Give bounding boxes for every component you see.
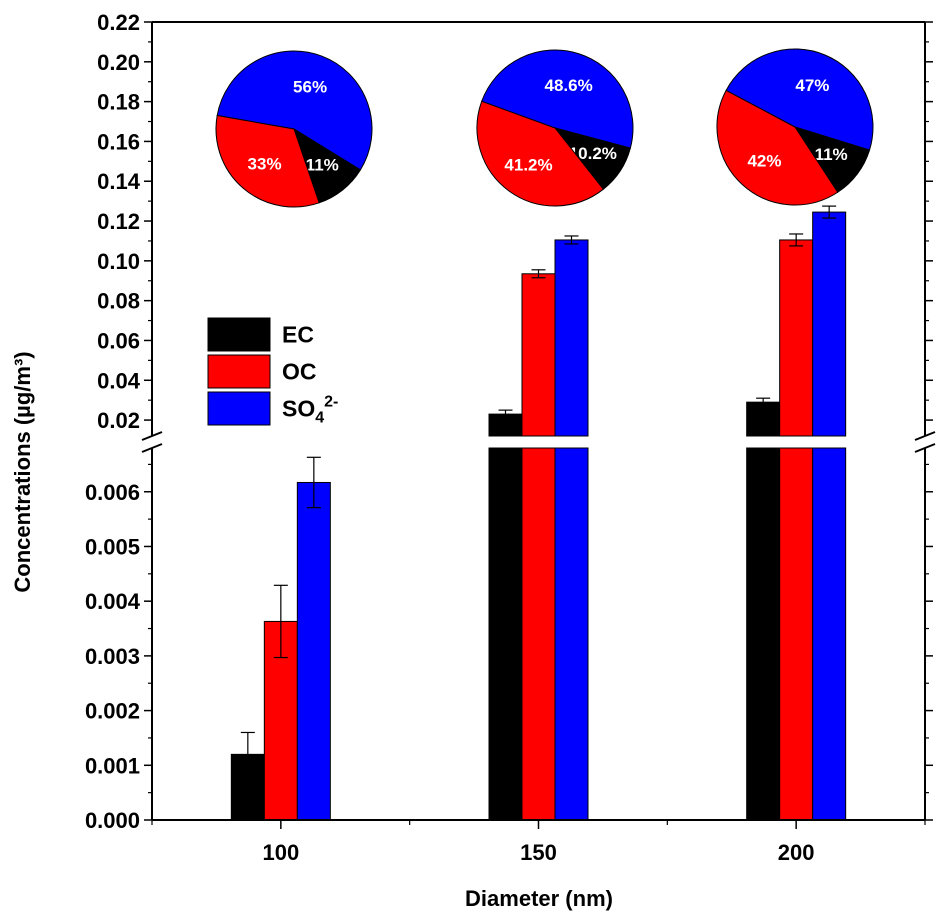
y-tick-label-upper: 0.06 (97, 328, 140, 353)
y-tick-label-lower: 0.001 (85, 753, 140, 778)
y-tick-label-upper: 0.08 (97, 289, 140, 314)
bar-ec-200-lower (746, 447, 781, 821)
pie-label-200-ec: 11% (815, 145, 848, 164)
legend: EC OC SO42- (207, 317, 338, 427)
y-tick-label-upper: 0.10 (97, 249, 140, 274)
legend-swatch-so (207, 391, 271, 426)
y-tick-label-lower: 0.005 (85, 534, 140, 559)
y-tick-label-upper: 0.16 (97, 129, 140, 154)
pie-label-100-so4: 56% (293, 78, 327, 97)
bar-oc-200-lower (779, 447, 814, 821)
y-tick-label-upper: 0.20 (97, 50, 140, 75)
x-axis-title: Diameter (nm) (465, 886, 613, 911)
pie-label-150-ec: 10.2% (569, 144, 617, 163)
y-tick-label-upper: 0.18 (97, 90, 140, 115)
y-tick-label-upper: 0.12 (97, 209, 140, 234)
y-tick-label-lower: 0.006 (85, 480, 140, 505)
pie-slice-150-so4 (481, 49, 634, 149)
bar-ec-200-upper (746, 401, 781, 437)
y-tick-label-lower: 0.003 (85, 644, 140, 669)
bar-so-150-lower (554, 447, 589, 821)
y-tick-label-lower: 0.000 (85, 808, 140, 833)
bar-oc-150-lower (521, 447, 556, 821)
y-tick-label-upper: 0.02 (97, 408, 140, 433)
pie-label-150-oc: 41.2% (504, 156, 552, 175)
bar-so-200-upper (812, 211, 847, 437)
y-tick-label-lower: 0.004 (85, 589, 141, 614)
legend-swatch-oc (207, 354, 271, 389)
pie-label-200-so4: 47% (795, 76, 829, 95)
y-tick-label-upper: 0.14 (97, 169, 141, 194)
y-tick-label-upper: 0.22 (97, 10, 140, 35)
bar-oc-150-upper (521, 273, 556, 437)
pie-slice-150-oc (476, 100, 605, 207)
legend-label-oc: OC (282, 359, 317, 385)
axis-break-mark-left-1 (141, 431, 163, 441)
y-axis-title: Concentrations (µg/m³) (10, 351, 35, 592)
x-tick-label: 200 (778, 840, 815, 865)
x-tick-label: 100 (262, 840, 299, 865)
pie-label-100-oc: 33% (248, 154, 282, 173)
bar-so-200-lower (812, 447, 847, 821)
legend-label-ec: EC (282, 322, 314, 348)
y-tick-label-upper: 0.04 (97, 368, 141, 393)
ticks-group: 0.02 0.04 0.06 0.08 0.10 0.12 0.14 0.16 0.18 0.20… (85, 10, 933, 865)
pie-label-200-oc: 42% (747, 151, 781, 170)
axis-break-mark-right-1 (914, 431, 936, 441)
pie-label-150-so4: 48.6% (544, 76, 592, 95)
bar-ec-150-lower (488, 447, 523, 821)
axis-break-mark-left-2 (141, 443, 163, 453)
y-tick-label-lower: 0.002 (85, 699, 140, 724)
bars-group (230, 205, 847, 821)
pie-slice-200-so4 (725, 48, 874, 151)
pie-label-100-ec: 11% (306, 155, 339, 174)
bar-oc-200-upper (779, 239, 814, 437)
pie-slice-200-oc (716, 89, 839, 206)
legend-label-so: SO42- (282, 394, 338, 427)
axis-break-mark-right-2 (914, 443, 936, 453)
x-tick-label: 150 (520, 840, 557, 865)
legend-swatch-ec (207, 317, 271, 352)
pies-group: 56% 11% 33% 48.6% 10.2% 41.2% 47% 11% 42% (215, 48, 874, 208)
pie-slice-100-so4 (216, 50, 373, 171)
pie-slice-100-oc (215, 114, 320, 208)
bar-so-150-upper (554, 239, 589, 437)
bar-so-100 (296, 481, 331, 821)
